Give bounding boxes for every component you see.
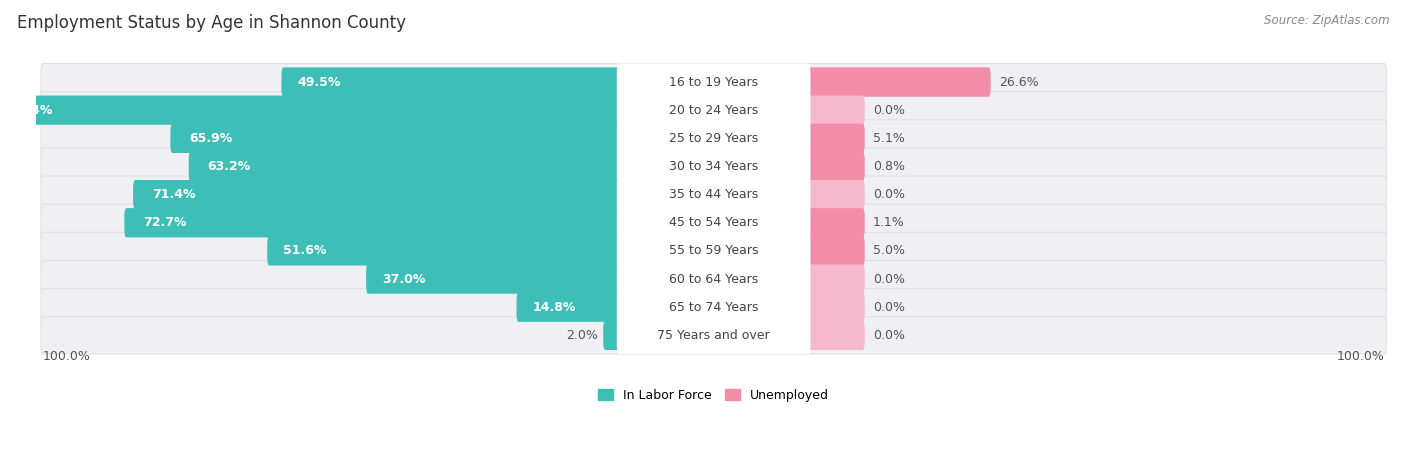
FancyBboxPatch shape	[617, 176, 810, 213]
Text: 0.0%: 0.0%	[873, 301, 905, 314]
Text: 51.6%: 51.6%	[283, 244, 326, 258]
FancyBboxPatch shape	[617, 148, 810, 185]
FancyBboxPatch shape	[41, 261, 1386, 298]
Text: 92.4%: 92.4%	[10, 104, 53, 117]
FancyBboxPatch shape	[281, 67, 621, 97]
FancyBboxPatch shape	[617, 317, 810, 354]
FancyBboxPatch shape	[188, 152, 621, 181]
FancyBboxPatch shape	[41, 204, 1386, 241]
FancyBboxPatch shape	[617, 261, 810, 298]
FancyBboxPatch shape	[41, 120, 1386, 157]
Text: 5.1%: 5.1%	[873, 132, 904, 145]
Text: 20 to 24 Years: 20 to 24 Years	[669, 104, 758, 117]
FancyBboxPatch shape	[603, 321, 621, 350]
Text: 30 to 34 Years: 30 to 34 Years	[669, 160, 758, 173]
Text: Employment Status by Age in Shannon County: Employment Status by Age in Shannon Coun…	[17, 14, 406, 32]
FancyBboxPatch shape	[807, 67, 991, 97]
Text: 100.0%: 100.0%	[44, 350, 91, 363]
FancyBboxPatch shape	[807, 293, 865, 322]
FancyBboxPatch shape	[41, 64, 1386, 101]
FancyBboxPatch shape	[807, 264, 865, 294]
Text: 55 to 59 Years: 55 to 59 Years	[669, 244, 758, 258]
FancyBboxPatch shape	[807, 152, 865, 181]
FancyBboxPatch shape	[366, 264, 621, 294]
FancyBboxPatch shape	[41, 232, 1386, 270]
Text: 5.0%: 5.0%	[873, 244, 905, 258]
Text: 65 to 74 Years: 65 to 74 Years	[669, 301, 758, 314]
FancyBboxPatch shape	[617, 64, 810, 101]
Text: 35 to 44 Years: 35 to 44 Years	[669, 188, 758, 201]
Text: 0.0%: 0.0%	[873, 329, 905, 342]
Text: Source: ZipAtlas.com: Source: ZipAtlas.com	[1264, 14, 1389, 27]
Text: 37.0%: 37.0%	[381, 272, 425, 285]
Text: 0.8%: 0.8%	[873, 160, 905, 173]
FancyBboxPatch shape	[0, 96, 621, 125]
Text: 65.9%: 65.9%	[190, 132, 232, 145]
Text: 2.0%: 2.0%	[567, 329, 599, 342]
FancyBboxPatch shape	[41, 176, 1386, 213]
FancyBboxPatch shape	[807, 180, 865, 209]
FancyBboxPatch shape	[617, 232, 810, 270]
Text: 75 Years and over: 75 Years and over	[658, 329, 770, 342]
FancyBboxPatch shape	[124, 208, 621, 237]
FancyBboxPatch shape	[516, 293, 621, 322]
FancyBboxPatch shape	[617, 289, 810, 326]
FancyBboxPatch shape	[617, 120, 810, 157]
FancyBboxPatch shape	[170, 124, 621, 153]
FancyBboxPatch shape	[41, 92, 1386, 129]
FancyBboxPatch shape	[807, 208, 865, 237]
Text: 26.6%: 26.6%	[998, 75, 1039, 88]
FancyBboxPatch shape	[41, 317, 1386, 354]
Text: 45 to 54 Years: 45 to 54 Years	[669, 216, 758, 229]
FancyBboxPatch shape	[41, 289, 1386, 326]
Text: 1.1%: 1.1%	[873, 216, 904, 229]
FancyBboxPatch shape	[807, 236, 865, 266]
Legend: In Labor Force, Unemployed: In Labor Force, Unemployed	[593, 384, 834, 407]
Text: 60 to 64 Years: 60 to 64 Years	[669, 272, 758, 285]
FancyBboxPatch shape	[134, 180, 621, 209]
Text: 49.5%: 49.5%	[297, 75, 340, 88]
Text: 0.0%: 0.0%	[873, 272, 905, 285]
Text: 71.4%: 71.4%	[152, 188, 195, 201]
Text: 72.7%: 72.7%	[143, 216, 187, 229]
FancyBboxPatch shape	[267, 236, 621, 266]
FancyBboxPatch shape	[41, 148, 1386, 185]
FancyBboxPatch shape	[807, 96, 865, 125]
Text: 100.0%: 100.0%	[1336, 350, 1385, 363]
FancyBboxPatch shape	[617, 204, 810, 241]
FancyBboxPatch shape	[617, 92, 810, 129]
Text: 25 to 29 Years: 25 to 29 Years	[669, 132, 758, 145]
FancyBboxPatch shape	[807, 321, 865, 350]
Text: 0.0%: 0.0%	[873, 188, 905, 201]
Text: 0.0%: 0.0%	[873, 104, 905, 117]
Text: 14.8%: 14.8%	[531, 301, 575, 314]
Text: 63.2%: 63.2%	[208, 160, 250, 173]
Text: 16 to 19 Years: 16 to 19 Years	[669, 75, 758, 88]
FancyBboxPatch shape	[807, 124, 865, 153]
